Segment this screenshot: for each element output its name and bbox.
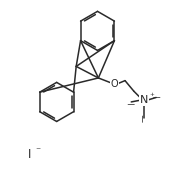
Text: I: I bbox=[27, 148, 31, 161]
Text: —: — bbox=[128, 97, 135, 107]
Text: N: N bbox=[139, 95, 148, 105]
Text: O: O bbox=[111, 79, 118, 89]
Text: ⁺: ⁺ bbox=[150, 92, 154, 101]
Text: —: — bbox=[152, 93, 160, 102]
Text: —: — bbox=[139, 114, 148, 122]
Text: ⁻: ⁻ bbox=[35, 146, 40, 156]
